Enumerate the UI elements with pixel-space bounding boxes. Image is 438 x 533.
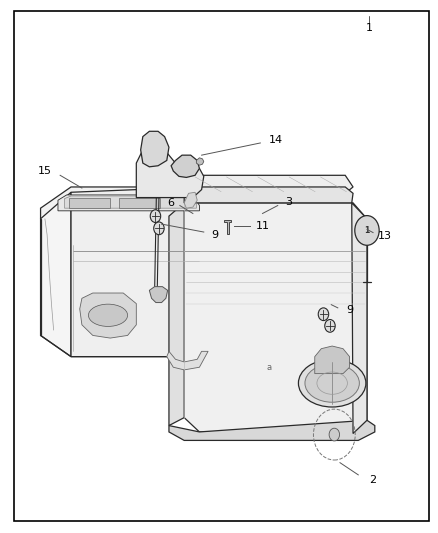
Text: 1: 1: [364, 226, 370, 235]
Ellipse shape: [305, 364, 359, 402]
Text: 6: 6: [168, 198, 175, 208]
Text: 14: 14: [268, 135, 283, 146]
Polygon shape: [141, 131, 169, 167]
Text: a: a: [266, 363, 272, 372]
Polygon shape: [64, 196, 196, 208]
Circle shape: [325, 319, 335, 332]
Polygon shape: [41, 187, 210, 219]
Text: 9: 9: [211, 230, 218, 240]
Polygon shape: [171, 155, 199, 177]
Text: 9: 9: [346, 305, 353, 315]
Polygon shape: [136, 144, 204, 198]
Text: 13: 13: [378, 231, 392, 241]
Polygon shape: [184, 203, 367, 432]
Polygon shape: [224, 220, 231, 233]
Ellipse shape: [298, 359, 366, 407]
Polygon shape: [184, 175, 353, 193]
Circle shape: [329, 428, 339, 441]
Ellipse shape: [88, 304, 127, 326]
Polygon shape: [315, 346, 350, 374]
Text: 3: 3: [285, 197, 292, 207]
Bar: [69, 198, 110, 208]
Polygon shape: [184, 187, 353, 203]
Text: 15: 15: [38, 166, 52, 176]
Circle shape: [154, 222, 164, 235]
Polygon shape: [80, 293, 136, 338]
Polygon shape: [41, 192, 71, 357]
Text: 11: 11: [255, 221, 269, 231]
Circle shape: [318, 308, 328, 320]
Circle shape: [355, 216, 379, 245]
Polygon shape: [169, 420, 375, 440]
Polygon shape: [71, 187, 210, 357]
Bar: [119, 198, 160, 208]
Polygon shape: [196, 158, 204, 165]
Text: 1: 1: [366, 23, 373, 33]
Circle shape: [150, 210, 161, 222]
Polygon shape: [167, 351, 208, 370]
Polygon shape: [169, 203, 184, 425]
Text: 2: 2: [369, 475, 376, 484]
Polygon shape: [58, 195, 199, 211]
Polygon shape: [149, 287, 168, 303]
Polygon shape: [184, 192, 197, 208]
Polygon shape: [352, 203, 367, 433]
